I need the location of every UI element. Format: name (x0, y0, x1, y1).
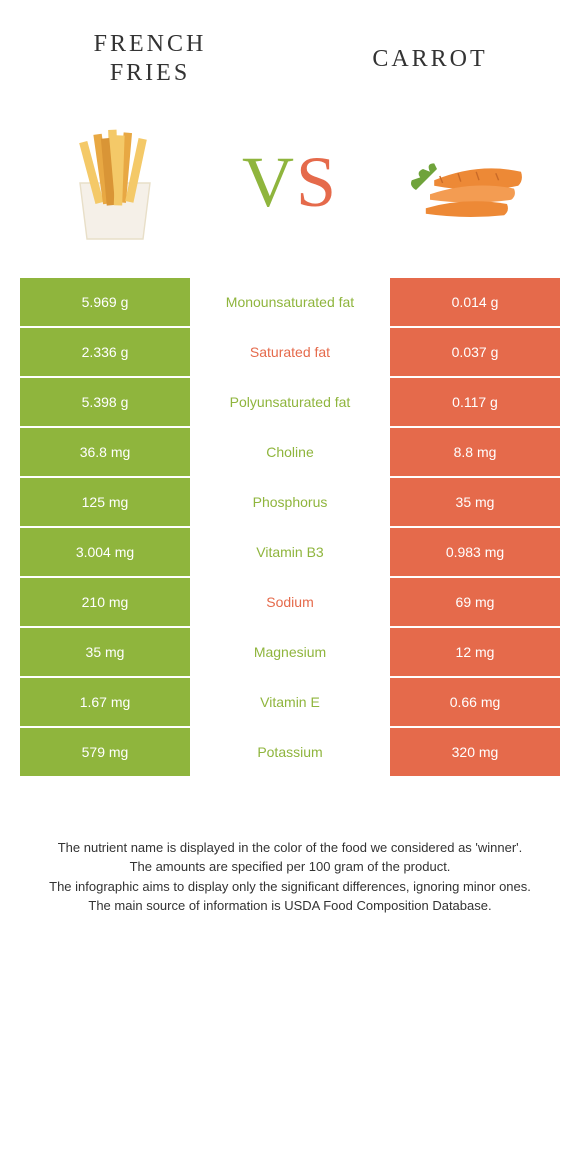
left-value: 5.969 g (20, 278, 190, 326)
left-value: 125 mg (20, 478, 190, 526)
table-row: 1.67 mgVitamin E0.66 mg (20, 678, 560, 726)
table-row: 36.8 mgCholine8.8 mg (20, 428, 560, 476)
right-value: 320 mg (390, 728, 560, 776)
header: FRENCH FRIES CARROT (0, 0, 580, 98)
nutrient-label: Potassium (190, 728, 390, 776)
right-value: 0.117 g (390, 378, 560, 426)
right-value: 12 mg (390, 628, 560, 676)
table-row: 2.336 gSaturated fat0.037 g (20, 328, 560, 376)
footer-line-2: The amounts are specified per 100 gram o… (30, 857, 550, 877)
table-row: 579 mgPotassium320 mg (20, 728, 560, 776)
right-value: 35 mg (390, 478, 560, 526)
left-value: 1.67 mg (20, 678, 190, 726)
right-value: 0.014 g (390, 278, 560, 326)
vs-s: S (296, 142, 338, 222)
nutrient-label: Polyunsaturated fat (190, 378, 390, 426)
table-row: 125 mgPhosphorus35 mg (20, 478, 560, 526)
footer-notes: The nutrient name is displayed in the co… (0, 778, 580, 936)
right-value: 0.66 mg (390, 678, 560, 726)
right-food-title: CARROT (330, 45, 530, 88)
left-value: 2.336 g (20, 328, 190, 376)
nutrient-table: 5.969 gMonounsaturated fat0.014 g2.336 g… (20, 278, 560, 776)
fries-image (40, 108, 190, 258)
left-value: 36.8 mg (20, 428, 190, 476)
table-row: 5.969 gMonounsaturated fat0.014 g (20, 278, 560, 326)
left-value: 5.398 g (20, 378, 190, 426)
nutrient-label: Monounsaturated fat (190, 278, 390, 326)
right-value: 0.037 g (390, 328, 560, 376)
nutrient-label: Saturated fat (190, 328, 390, 376)
footer-line-4: The main source of information is USDA F… (30, 896, 550, 916)
table-row: 210 mgSodium69 mg (20, 578, 560, 626)
left-value: 3.004 mg (20, 528, 190, 576)
right-value: 69 mg (390, 578, 560, 626)
footer-line-1: The nutrient name is displayed in the co… (30, 838, 550, 858)
table-row: 3.004 mgVitamin B30.983 mg (20, 528, 560, 576)
table-row: 5.398 gPolyunsaturated fat0.117 g (20, 378, 560, 426)
images-row: VS (0, 98, 580, 278)
table-row: 35 mgMagnesium12 mg (20, 628, 560, 676)
right-value: 0.983 mg (390, 528, 560, 576)
left-value: 210 mg (20, 578, 190, 626)
footer-line-3: The infographic aims to display only the… (30, 877, 550, 897)
carrot-image (390, 108, 540, 258)
left-value: 35 mg (20, 628, 190, 676)
left-value: 579 mg (20, 728, 190, 776)
left-food-title: FRENCH FRIES (50, 30, 250, 88)
nutrient-label: Choline (190, 428, 390, 476)
vs-v: V (242, 142, 296, 222)
vs-label: VS (242, 141, 338, 224)
nutrient-label: Vitamin B3 (190, 528, 390, 576)
nutrient-label: Phosphorus (190, 478, 390, 526)
nutrient-label: Sodium (190, 578, 390, 626)
nutrient-label: Vitamin E (190, 678, 390, 726)
nutrient-label: Magnesium (190, 628, 390, 676)
right-value: 8.8 mg (390, 428, 560, 476)
